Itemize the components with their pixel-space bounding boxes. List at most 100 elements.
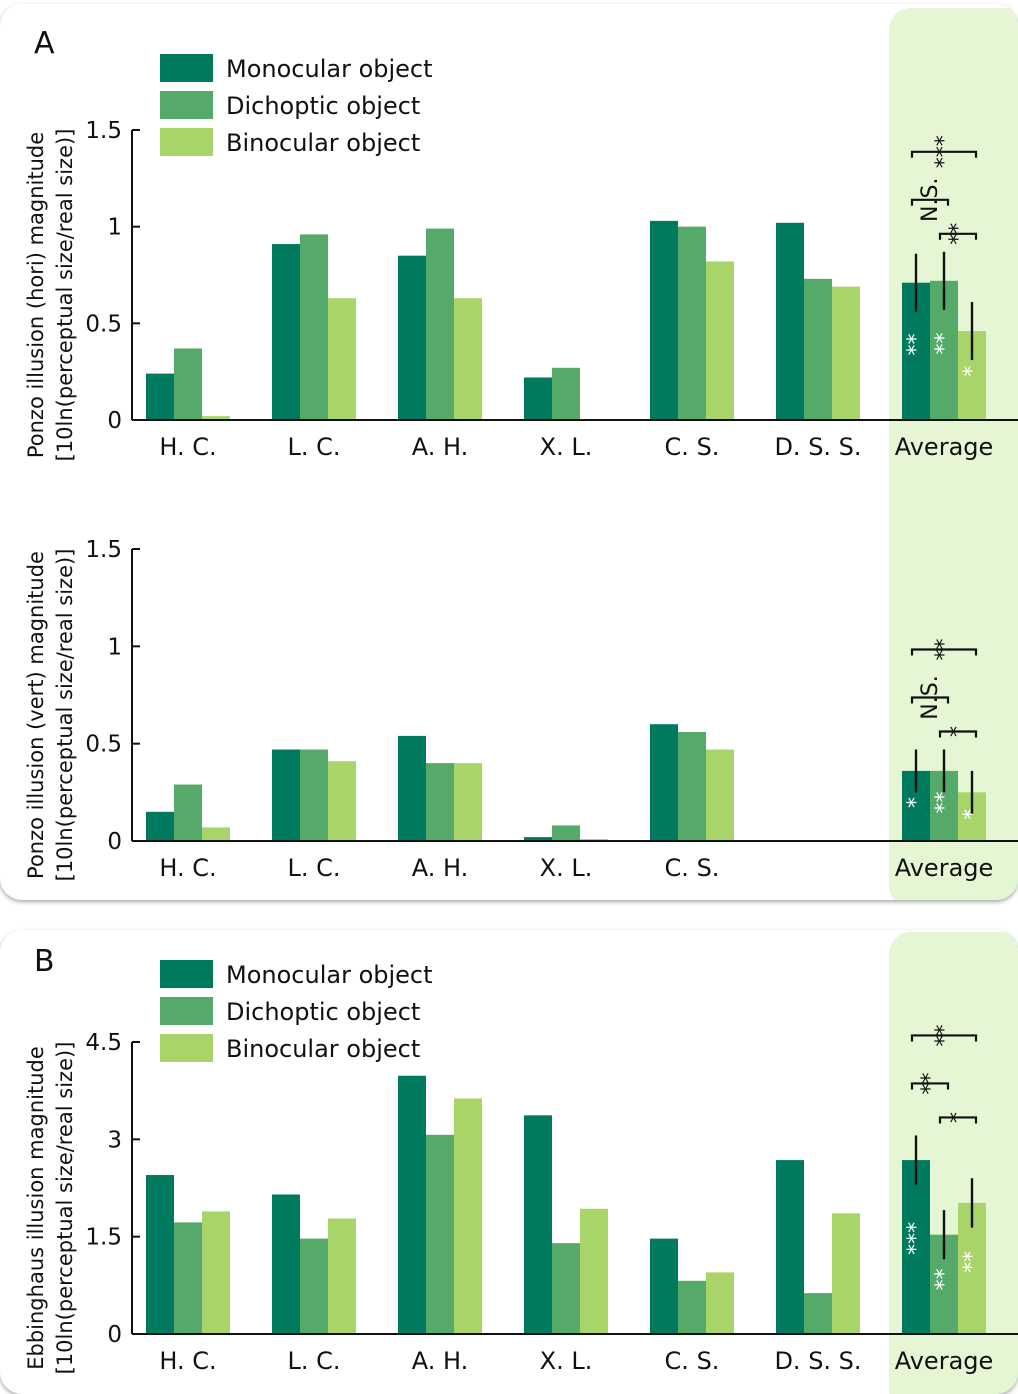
legend-label: Dichoptic object bbox=[226, 92, 420, 120]
bar bbox=[706, 261, 734, 420]
bar bbox=[832, 1213, 860, 1334]
bar bbox=[804, 1293, 832, 1334]
bar bbox=[300, 1238, 328, 1334]
bar bbox=[300, 234, 328, 420]
legend-swatch bbox=[160, 997, 213, 1025]
bar bbox=[272, 1194, 300, 1334]
legend-label: Binocular object bbox=[226, 1035, 420, 1063]
significance-star: ** bbox=[904, 334, 929, 356]
comparison-label: * bbox=[946, 726, 971, 737]
comparison-label: *** bbox=[932, 135, 957, 168]
panel-label: A bbox=[34, 26, 55, 61]
significance-star: *** bbox=[904, 1222, 929, 1255]
category-label: H. C. bbox=[159, 1347, 216, 1375]
comparison-bracket bbox=[910, 198, 950, 206]
bar bbox=[776, 222, 804, 420]
bar bbox=[706, 1272, 734, 1334]
comparison-bracket bbox=[910, 648, 978, 656]
bar bbox=[524, 1115, 552, 1334]
bar bbox=[398, 735, 426, 841]
category-label: Average bbox=[895, 854, 994, 882]
y-tick-label: 0.5 bbox=[85, 732, 122, 758]
bar bbox=[398, 1075, 426, 1334]
comparison-bracket bbox=[910, 1034, 978, 1042]
comparison-bracket bbox=[910, 1082, 950, 1090]
bar bbox=[776, 1160, 804, 1334]
bar bbox=[902, 1160, 930, 1334]
bar bbox=[650, 220, 678, 420]
y-tick-label: 4.5 bbox=[85, 1030, 122, 1056]
y-tick-label: 3 bbox=[107, 1127, 122, 1153]
comparison-bracket bbox=[910, 150, 978, 158]
comparison-label: ** bbox=[946, 223, 971, 245]
category-label: C. S. bbox=[665, 433, 720, 461]
bar bbox=[426, 763, 454, 841]
bar bbox=[650, 724, 678, 841]
category-label: C. S. bbox=[665, 1347, 720, 1375]
comparison-label: N.S. bbox=[918, 675, 943, 719]
bar bbox=[328, 298, 356, 420]
category-label: X. L. bbox=[540, 433, 593, 461]
panel-label: B bbox=[34, 944, 55, 979]
category-label: Average bbox=[895, 433, 994, 461]
legend-swatch bbox=[160, 54, 213, 82]
comparison-bracket bbox=[938, 1116, 978, 1124]
bar bbox=[328, 761, 356, 841]
legend-swatch bbox=[160, 91, 213, 119]
bar bbox=[552, 1243, 580, 1334]
category-label: L. C. bbox=[287, 1347, 340, 1375]
y-tick-label: 1 bbox=[107, 634, 122, 660]
category-label: D. S. S. bbox=[774, 433, 861, 461]
bar bbox=[146, 373, 174, 420]
y-tick-label: 1 bbox=[107, 215, 122, 241]
bar bbox=[146, 1175, 174, 1334]
bar bbox=[832, 286, 860, 420]
bar bbox=[426, 228, 454, 420]
comparison-label: N.S. bbox=[918, 178, 943, 222]
bar bbox=[202, 827, 230, 841]
category-label: C. S. bbox=[665, 854, 720, 882]
y-axis-label: Ponzo illusion (hori) magnitude bbox=[24, 132, 48, 458]
bar bbox=[552, 367, 580, 420]
y-tick-label: 0 bbox=[107, 829, 122, 855]
category-label: A. H. bbox=[412, 433, 469, 461]
significance-star: * bbox=[904, 797, 929, 808]
bar bbox=[552, 825, 580, 841]
comparison-bracket bbox=[910, 696, 950, 704]
significance-star: ** bbox=[932, 332, 957, 354]
bar bbox=[398, 255, 426, 420]
category-label: A. H. bbox=[412, 854, 469, 882]
significance-star: * bbox=[960, 809, 985, 820]
category-label: Average bbox=[895, 1347, 994, 1375]
y-axis-label: Ebbinghaus illusion magnitude bbox=[24, 1046, 48, 1370]
legend-label: Monocular object bbox=[226, 55, 433, 83]
category-label: L. C. bbox=[287, 433, 340, 461]
bar bbox=[426, 1134, 454, 1334]
bar bbox=[580, 1208, 608, 1334]
bar bbox=[454, 1098, 482, 1334]
y-tick-label: 0 bbox=[107, 408, 122, 434]
bar bbox=[272, 244, 300, 420]
category-label: H. C. bbox=[159, 854, 216, 882]
significance-star: * bbox=[960, 366, 985, 377]
bar bbox=[174, 348, 202, 420]
bar bbox=[146, 811, 174, 841]
bar bbox=[524, 837, 552, 841]
category-label: H. C. bbox=[159, 433, 216, 461]
y-axis-label: [10ln(perceptual size/real size)] bbox=[53, 129, 77, 462]
bar bbox=[328, 1218, 356, 1334]
bar bbox=[804, 278, 832, 420]
bar bbox=[300, 749, 328, 841]
significance-star: ** bbox=[932, 1268, 957, 1290]
category-label: A. H. bbox=[412, 1347, 469, 1375]
legend-label: Monocular object bbox=[226, 961, 433, 989]
y-tick-label: 1.5 bbox=[85, 1225, 122, 1251]
comparison-label: ** bbox=[932, 639, 957, 661]
y-tick-label: 0 bbox=[107, 1322, 122, 1348]
y-axis-label: Ponzo illusion (vert) magnitude bbox=[24, 551, 48, 879]
legend-label: Dichoptic object bbox=[226, 998, 420, 1026]
legend-swatch bbox=[160, 960, 213, 988]
panel-a: A bbox=[0, 4, 1018, 900]
y-tick-label: 0.5 bbox=[85, 311, 122, 337]
bar bbox=[650, 1238, 678, 1334]
